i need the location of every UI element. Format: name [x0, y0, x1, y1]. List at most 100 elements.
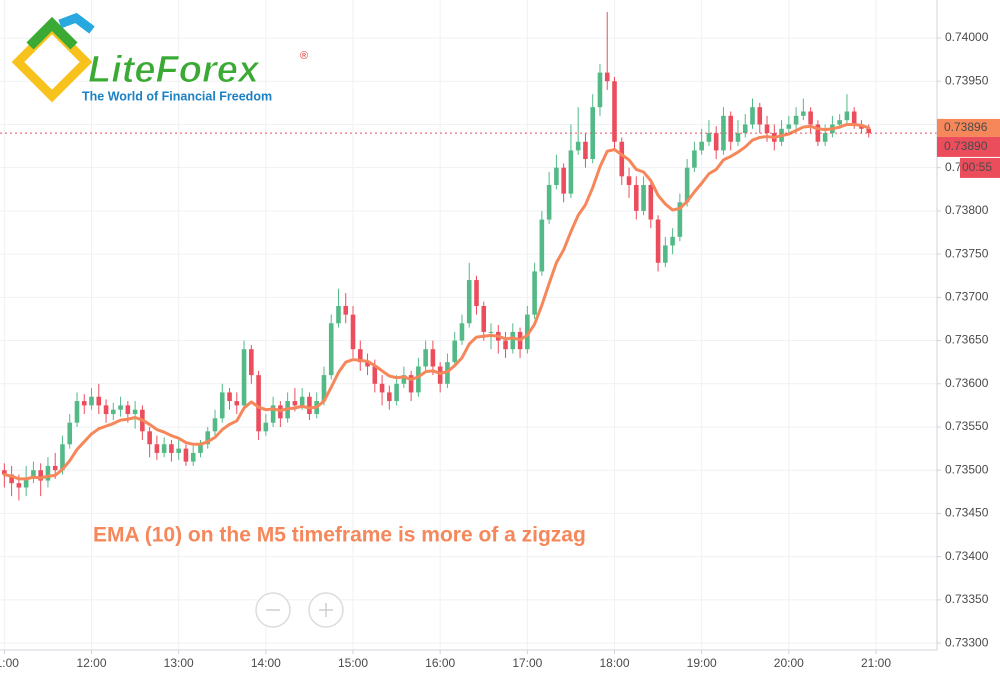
- candle-body: [408, 375, 414, 393]
- candle-body: [525, 314, 530, 350]
- candle-body: [96, 396, 102, 406]
- candle-body: [481, 305, 487, 332]
- candle-body: [198, 444, 203, 453]
- grid: [0, 0, 937, 650]
- y-tick-label: 0.73550: [945, 419, 989, 433]
- candle-body: [45, 465, 51, 481]
- y-tick-label: 0.73350: [945, 592, 989, 606]
- candle-body: [292, 401, 298, 406]
- candle-body: [474, 280, 479, 306]
- last-price-box: [937, 136, 1000, 157]
- y-tick-label: 0.73600: [945, 376, 989, 390]
- candle-body: [793, 115, 799, 125]
- x-tick-label: 18:00: [599, 656, 629, 670]
- y-tick-label: 0.73700: [945, 290, 989, 304]
- candle-body: [176, 448, 181, 453]
- candle-body: [742, 124, 748, 134]
- candle-body: [590, 107, 596, 160]
- candle-body: [212, 418, 218, 432]
- logo-arrow: [58, 12, 95, 34]
- candle-body: [401, 375, 407, 384]
- y-tick-label: 0.73300: [945, 635, 989, 649]
- x-tick-label: 15:00: [338, 656, 368, 670]
- candle-body: [299, 396, 305, 406]
- candle-body: [169, 444, 174, 453]
- candle-body: [16, 483, 22, 488]
- axes: 0.73300 0.73350 0.73400 0.73450 0.73500 0.735…: [0, 30, 989, 670]
- candle-body: [764, 124, 770, 134]
- brand-registered: ®: [300, 50, 308, 62]
- zoom-out-button[interactable]: [255, 592, 291, 628]
- candle-body: [561, 167, 566, 194]
- candle-body: [2, 470, 7, 475]
- candle-body: [851, 111, 857, 125]
- candle-body: [786, 124, 792, 129]
- candle-body: [357, 349, 363, 363]
- candle-body: [307, 396, 312, 415]
- candle-body: [677, 202, 683, 237]
- candle-body: [430, 349, 436, 367]
- countdown: 00:55: [962, 160, 992, 174]
- y-tick-label: 0.73450: [945, 506, 989, 520]
- y-tick-label: 0.73800: [945, 203, 989, 217]
- candle-body: [844, 111, 850, 121]
- candle-body: [89, 396, 94, 406]
- candle-body: [466, 280, 472, 324]
- candle-body: [154, 444, 160, 453]
- candle-body: [161, 444, 167, 453]
- candle-body: [808, 111, 813, 125]
- candle-body: [750, 107, 755, 125]
- candle-body: [626, 176, 632, 185]
- candle-body: [9, 474, 14, 484]
- candle-body: [488, 331, 494, 333]
- y-tick-label: 0.73500: [945, 462, 989, 476]
- candle-body: [648, 184, 654, 220]
- candle-body: [539, 219, 545, 272]
- candle-body: [31, 470, 36, 479]
- y-tick-label: 0.74000: [945, 30, 989, 44]
- logo: LiteForex ® The World of Financial Freed…: [11, 12, 308, 103]
- candle-body: [837, 120, 842, 125]
- candle-body: [583, 141, 588, 160]
- candle-body: [52, 465, 58, 471]
- x-tick-label: 16:00: [425, 656, 455, 670]
- candle-body: [227, 392, 232, 402]
- candle-body: [60, 444, 65, 471]
- candle-body: [510, 331, 516, 350]
- x-tick-label: 17:00: [512, 656, 542, 670]
- brand: LiteForex: [88, 49, 261, 91]
- candle-body: [721, 115, 726, 151]
- candle-body: [336, 305, 341, 324]
- candle-body: [103, 405, 109, 415]
- candle-body: [132, 409, 138, 415]
- candle-body: [568, 150, 574, 194]
- candle-body: [67, 422, 73, 445]
- candle-body: [365, 362, 370, 367]
- candle-body: [74, 401, 80, 423]
- tagline: The World of Financial Freedom: [82, 89, 272, 103]
- plot: [0, 12, 937, 501]
- candle-body: [147, 431, 152, 445]
- price-labels: 0.73896 0.73890 00:55: [937, 118, 1000, 178]
- candle-body: [866, 128, 872, 134]
- candle-body: [663, 245, 668, 263]
- x-tick-label: 19:00: [687, 656, 717, 670]
- candle-body: [699, 141, 704, 151]
- candle-body: [728, 115, 734, 142]
- candle-body: [641, 184, 646, 211]
- candle-body: [655, 219, 661, 263]
- candle-body: [815, 124, 821, 142]
- candle-body: [183, 448, 189, 462]
- zoom-in-button[interactable]: [308, 592, 344, 628]
- candle-body: [597, 72, 603, 108]
- candle-body: [575, 141, 581, 151]
- candle-body: [205, 431, 211, 445]
- annotation: EMA (10) on the M5 timeframe is more of …: [93, 524, 586, 547]
- x-tick-label: 11:00: [0, 656, 19, 670]
- candle-body: [554, 167, 559, 185]
- candle-body: [452, 340, 457, 363]
- x-tick-label: 20:00: [774, 656, 804, 670]
- candle-body: [503, 340, 508, 350]
- candle-body: [111, 409, 116, 415]
